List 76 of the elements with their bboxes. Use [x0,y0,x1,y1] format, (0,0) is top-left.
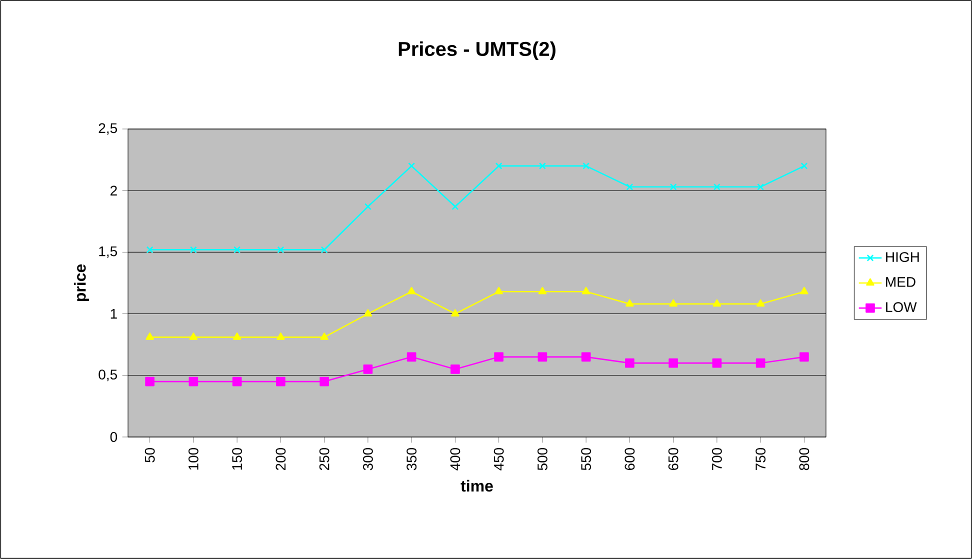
point [406,352,416,362]
x-tick-label: 700 [712,448,722,470]
point [320,332,328,340]
point [320,376,329,386]
point [669,299,678,307]
x-tick-label: 550 [581,448,592,470]
point [582,162,590,170]
point [189,332,198,340]
point [756,358,766,368]
point [538,162,546,170]
y-axis-title: price [74,264,89,302]
point [364,309,372,316]
x-axis-title: time [460,480,493,492]
x-tick-label: 100 [188,448,198,470]
point [234,246,241,254]
x-tick-label: 300 [362,448,373,470]
x-tick-label: 350 [406,448,417,470]
point [451,309,460,316]
point [494,286,503,294]
point [626,183,634,190]
point [538,352,548,362]
point [800,286,808,294]
point [452,203,459,210]
y-tick-label: 1 [110,308,117,319]
x-tick-label: 450 [494,448,504,470]
x-tick-label: 400 [450,448,460,470]
point [146,332,154,340]
point [232,376,242,386]
x-tick-label: 200 [276,448,286,470]
point [190,246,197,254]
y-tick-label: 0,5 [98,370,118,382]
point [146,246,154,254]
x-tick-label: 800 [799,448,810,470]
point [668,358,678,368]
point [670,183,677,190]
y-tick-label: 2,5 [98,123,118,135]
x-tick-label: 50 [144,448,155,462]
point [712,299,722,307]
point [232,332,242,340]
point [800,352,809,362]
point [756,299,765,307]
point [757,183,764,190]
point [494,352,504,362]
point [713,183,720,190]
point [277,246,284,254]
point [800,162,808,170]
x-tick-label: 500 [537,448,548,470]
y-tick-label: 1,5 [99,246,118,258]
point [145,376,154,386]
x-tick-label: 250 [319,448,330,470]
point [712,358,722,368]
legend-label: HIGH [886,252,919,262]
x-tick-label: 750 [756,448,766,470]
chart-title: Prices - UMTS(2) [398,41,556,60]
y-tick-label: 2 [110,186,117,196]
point [407,286,416,294]
point [495,162,502,170]
point [320,246,328,254]
x-tick-label: 650 [668,448,678,470]
point [188,376,198,386]
legend-label: LOW [886,302,917,312]
point [538,286,547,294]
point [364,203,372,210]
point [408,162,416,170]
point [581,352,591,362]
x-tick-label: 150 [232,448,242,470]
legend-label: MED [886,277,916,287]
point [582,286,590,294]
point [450,364,460,374]
y-tick-label: 0 [110,432,118,442]
point [363,364,373,374]
point [625,358,634,368]
x-tick-label: 600 [624,448,635,470]
point [276,332,285,340]
point [276,376,286,386]
point [626,299,634,307]
